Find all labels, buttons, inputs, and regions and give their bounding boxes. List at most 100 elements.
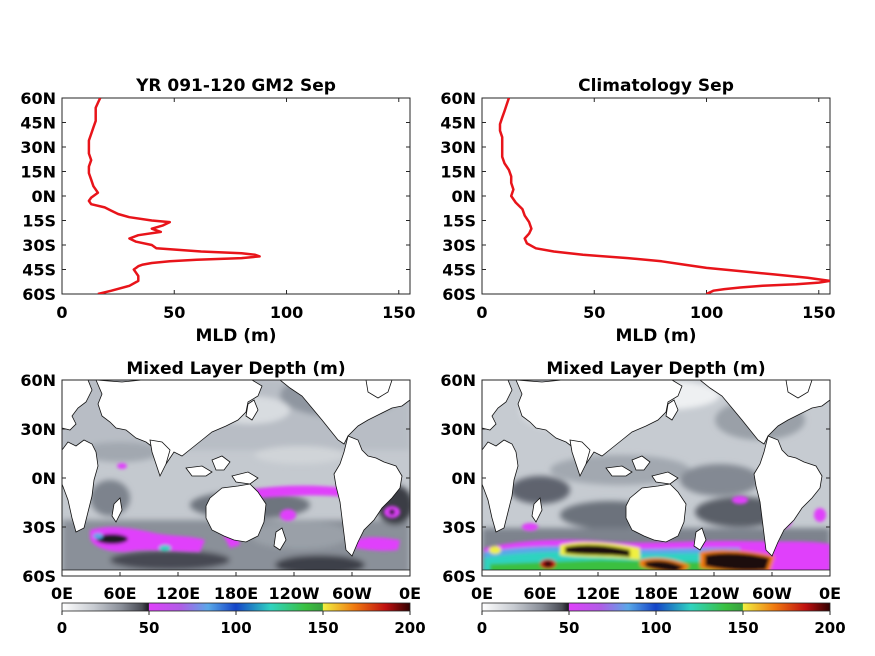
landmass [665, 399, 679, 421]
landmass [365, 380, 393, 399]
x-tick-label: 50 [583, 303, 605, 322]
colorbar-tick-label: 200 [814, 619, 845, 637]
landmass [111, 497, 123, 523]
x-tick-label: 0 [476, 303, 487, 322]
y-tick-label: 15N [440, 163, 476, 182]
y-tick-label: 60N [440, 371, 476, 390]
map-panel-climatology: Mixed Layer Depth (m) [440, 359, 845, 637]
y-tick-label: 0N [31, 469, 56, 488]
y-tick-label: 0N [451, 469, 476, 488]
x-tick-label: 120E [156, 584, 200, 603]
mld-profile-line [87, 98, 261, 294]
plot-frame [481, 97, 831, 295]
y-tick-label: 30N [440, 138, 476, 157]
x-tick-label: 150 [802, 303, 835, 322]
y-tick-label: 60S [442, 285, 476, 304]
x-tick-label: 60W [332, 584, 372, 603]
landmass [149, 439, 171, 478]
colorbar-tick-label: 100 [220, 619, 251, 637]
colorbar-tick-label: 50 [139, 619, 160, 637]
y-tick-label: 60S [442, 567, 476, 586]
x-tick-label: 0E [399, 584, 421, 603]
colorbar: 0 50 100 150 200 [57, 602, 426, 637]
y-tick-label: 60N [20, 371, 56, 390]
y-tick-label: 45N [20, 114, 56, 133]
y-tick-label: 45S [442, 261, 476, 280]
x-tick-label: 0E [471, 584, 493, 603]
landmass [185, 465, 213, 477]
coastlines [482, 380, 830, 576]
landmass [605, 465, 633, 477]
landmass [245, 399, 259, 421]
y-tick-label: 15S [442, 212, 476, 231]
y-tick-label: 15N [20, 163, 56, 182]
landmass [569, 439, 591, 478]
x-axis-label: MLD (m) [615, 326, 696, 346]
y-tick-label: 30S [22, 518, 56, 537]
landmass [651, 471, 679, 485]
x-tick-label: 50 [163, 303, 185, 322]
landmass [211, 455, 231, 471]
colorbar: 0 50 100 150 200 [477, 602, 846, 637]
colorbar-tick-label: 200 [394, 619, 425, 637]
x-tick-label: 60E [523, 584, 556, 603]
y-tick-label: 30N [20, 420, 56, 439]
panel-title: YR 091-120 GM2 Sep [135, 76, 336, 96]
panel-title: Climatology Sep [578, 76, 734, 96]
panel-title: Mixed Layer Depth (m) [546, 359, 765, 379]
colorbar-tick-label: 50 [559, 619, 580, 637]
x-tick-label: 60W [752, 584, 792, 603]
x-tick-label: 0E [819, 584, 841, 603]
x-tick-label: 180E [214, 584, 258, 603]
x-tick-label: 150 [382, 303, 415, 322]
panel-title: Mixed Layer Depth (m) [126, 359, 345, 379]
landmass [333, 435, 403, 557]
y-tick-label: 60S [22, 567, 56, 586]
map-panel-model: Mixed Layer Depth (m) [20, 359, 425, 637]
colorbar-tick-label: 0 [57, 619, 67, 637]
profile-panel-model: YR 091-120 GM2 Sep 60N 45N 30N 15N 0N 15S 30S 4… [20, 76, 415, 346]
x-tick-label: 0E [51, 584, 73, 603]
colorbar-tick-label: 100 [640, 619, 671, 637]
y-tick-label: 60N [440, 89, 476, 108]
landmass [753, 435, 823, 557]
x-tick-label: 120W [268, 584, 319, 603]
landmass [625, 483, 687, 543]
y-tick-label: 0N [451, 187, 476, 206]
landmass [95, 380, 263, 465]
y-tick-label: 60N [20, 89, 56, 108]
y-tick-label: 30N [440, 420, 476, 439]
colorbar-tick-label: 150 [307, 619, 338, 637]
y-tick-label: 30S [22, 236, 56, 255]
landmass [531, 497, 543, 523]
x-tick-label: 180E [634, 584, 678, 603]
x-tick-label: 120W [688, 584, 739, 603]
landmass [482, 439, 519, 533]
colorbar-tick-label: 150 [727, 619, 758, 637]
mld-profile-line [498, 98, 830, 294]
landmass [205, 483, 267, 543]
y-tick-label: 0N [31, 187, 56, 206]
x-tick-label: 0 [56, 303, 67, 322]
y-tick-label: 60S [22, 285, 56, 304]
colorbar-scale [481, 602, 831, 612]
y-tick-label: 30S [442, 236, 476, 255]
y-tick-label: 45N [440, 114, 476, 133]
landmass [631, 455, 651, 471]
plot-frame [61, 97, 411, 295]
colorbar-tick-label: 0 [477, 619, 487, 637]
y-tick-label: 30N [20, 138, 56, 157]
x-tick-label: 100 [690, 303, 723, 322]
y-tick-label: 30S [442, 518, 476, 537]
x-tick-label: 100 [270, 303, 303, 322]
colorbar-scale [61, 602, 411, 612]
landmass [62, 439, 99, 533]
landmass [273, 527, 287, 551]
x-axis-label: MLD (m) [195, 326, 276, 346]
landmass [231, 471, 259, 485]
landmass [515, 380, 683, 465]
